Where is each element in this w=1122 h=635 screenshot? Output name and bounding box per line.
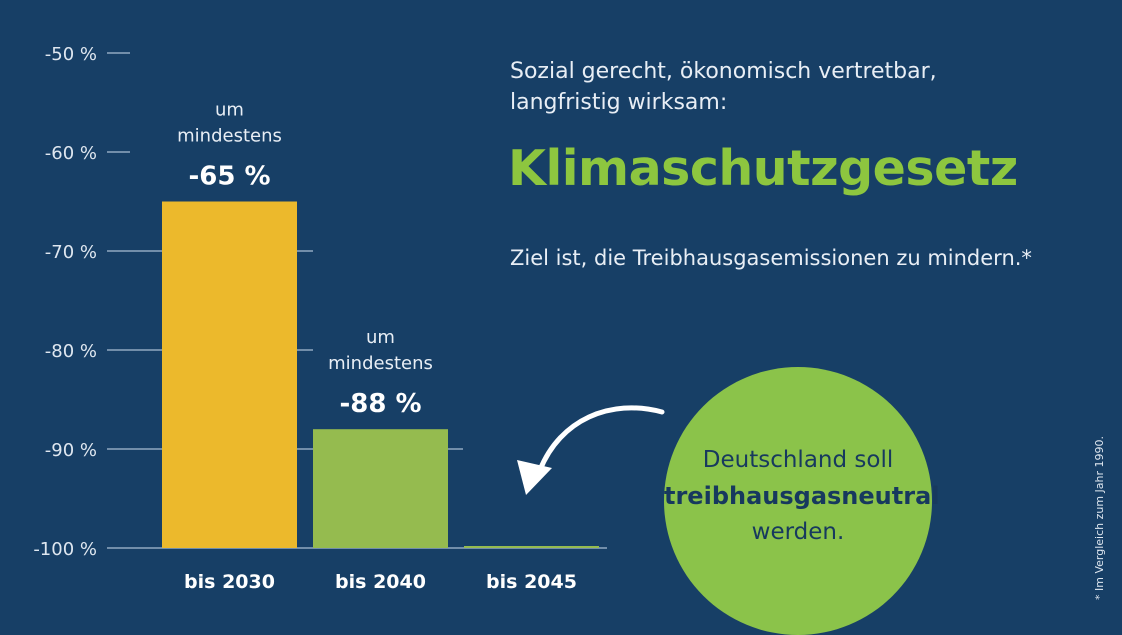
intro-text: Sozial gerecht, ökonomisch vertretbar, l… xyxy=(510,56,937,118)
annotation-line-2: mindestens xyxy=(177,126,282,147)
page-title: Klimaschutzgesetz xyxy=(508,140,1018,197)
curved-arrow-icon xyxy=(537,405,665,473)
y-tick-label: -100 % xyxy=(33,539,97,560)
circle-line-2: treibhausgasneutral xyxy=(664,482,940,510)
arrow-head-icon xyxy=(517,460,552,495)
intro-line-1: Sozial gerecht, ökonomisch vertretbar, xyxy=(510,59,937,84)
y-tick-label: -60 % xyxy=(45,143,97,164)
x-tick-label: bis 2040 xyxy=(335,571,426,593)
goal-text: Ziel ist, die Treibhausgasemissionen zu … xyxy=(510,246,1032,270)
annotation-line-1: um xyxy=(366,327,395,348)
y-tick-label: -70 % xyxy=(45,242,97,263)
circle-line-3: werden. xyxy=(751,519,845,545)
x-tick-label: bis 2030 xyxy=(184,571,275,593)
bar xyxy=(464,546,599,548)
y-tick-label: -90 % xyxy=(45,440,97,461)
y-tick-label: -50 % xyxy=(45,44,97,65)
circle-line-1: Deutschland soll xyxy=(702,447,894,473)
y-tick-label: -80 % xyxy=(45,341,97,362)
bar xyxy=(313,429,448,548)
footnote: * Im Vergleich zum Jahr 1990. xyxy=(1093,435,1106,600)
neutral-circle: Deutschland soll treibhausgasneutral wer… xyxy=(664,367,940,635)
data-label: -65 % xyxy=(188,162,270,192)
intro-line-2: langfristig wirksam: xyxy=(510,90,728,115)
annotation-line-2: mindestens xyxy=(328,353,433,374)
x-tick-label: bis 2045 xyxy=(486,571,577,593)
annotation-line-1: um xyxy=(215,100,244,121)
data-label: -88 % xyxy=(339,389,421,419)
bar xyxy=(162,201,297,548)
